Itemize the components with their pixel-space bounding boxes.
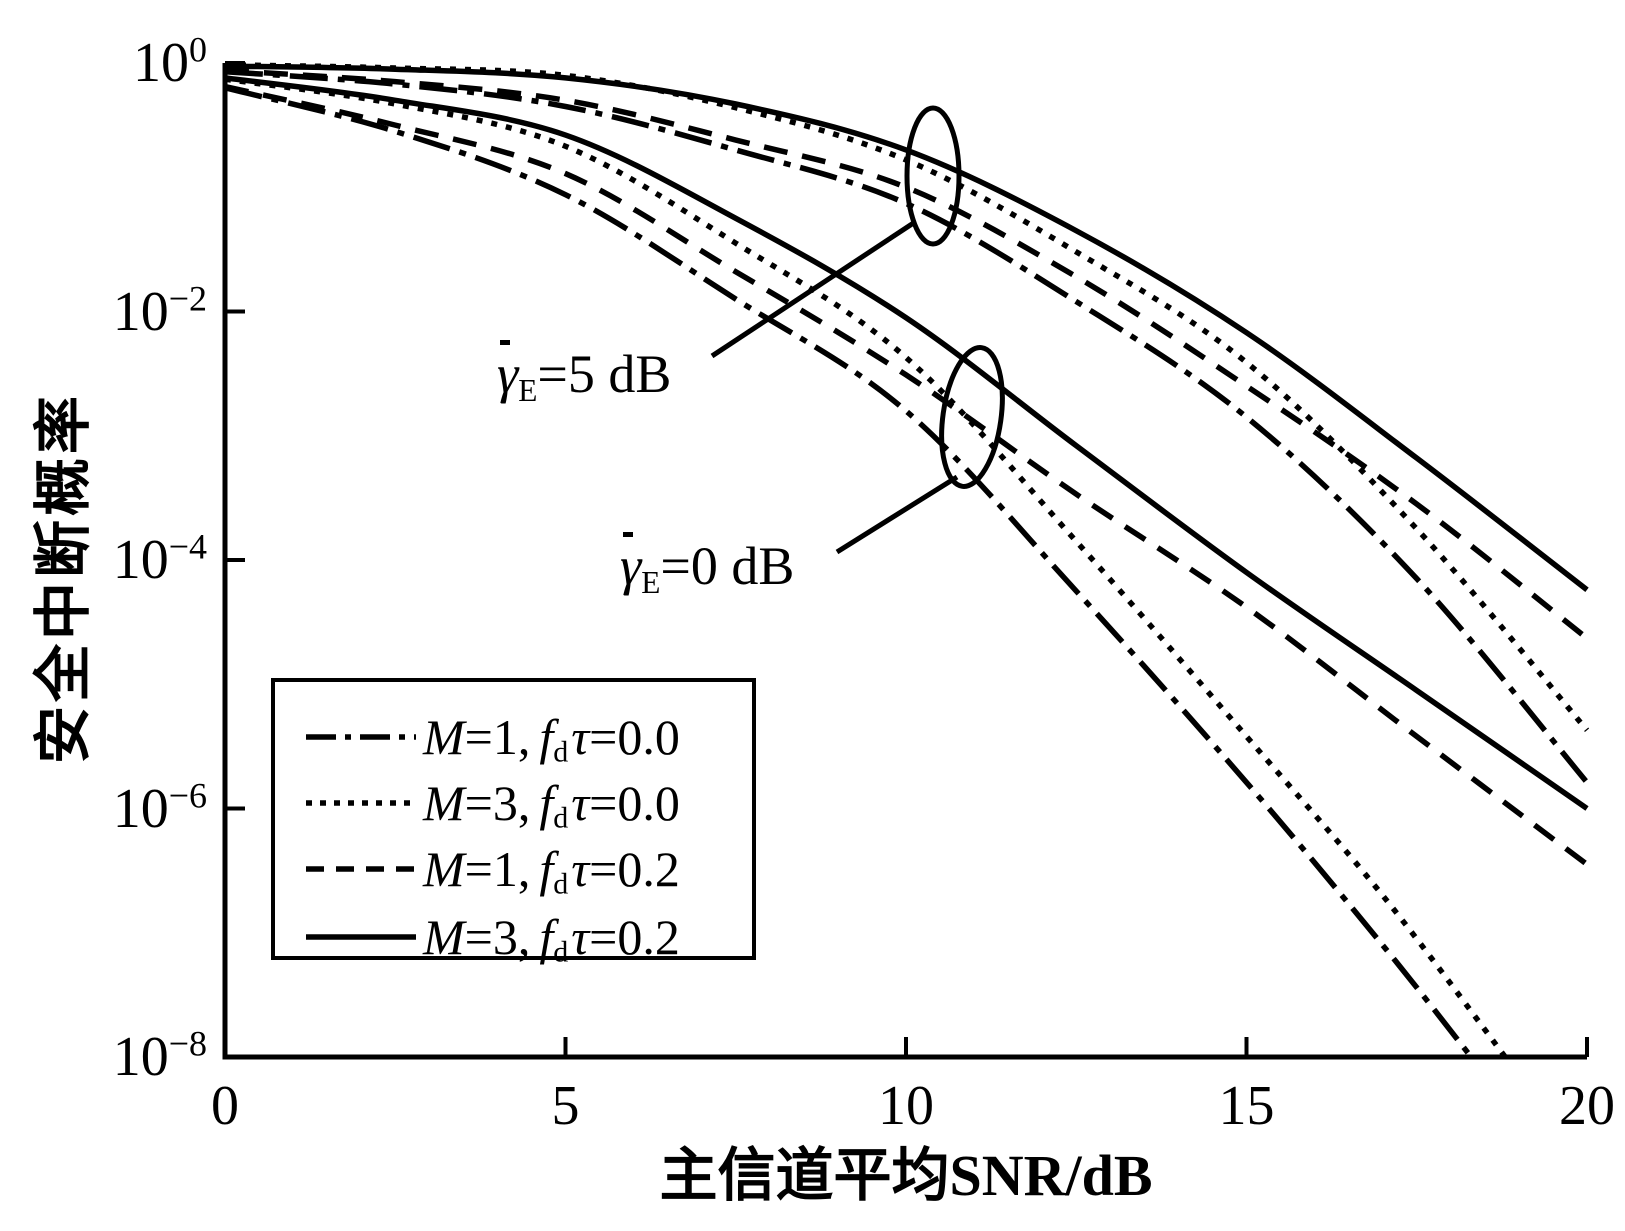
x-axis-title: 主信道平均SNR/dB xyxy=(659,1143,1153,1208)
leader-line-gammaE-5dB xyxy=(710,219,917,359)
legend-text: τ xyxy=(571,709,590,765)
x-tick-label-5: 5 xyxy=(551,1075,580,1137)
legend-text: =3, xyxy=(464,909,531,965)
y-tick-label-10e-2: 10−2 xyxy=(112,277,207,343)
legend-text: τ xyxy=(571,775,590,831)
legend-text: τ xyxy=(571,909,590,965)
legend-text: f xyxy=(539,775,554,831)
curve-m-1-fd-0-2-ge0db xyxy=(225,83,1589,867)
gamma-symbol: γ xyxy=(620,536,642,596)
x-tick-label-20: 20 xyxy=(1559,1075,1615,1137)
legend-text: d xyxy=(553,735,569,769)
curve-m-3-fd-0-0-ge0db xyxy=(225,76,1508,1057)
legend-item-m1-fdt00: M=1, fdτ=0.0 xyxy=(423,709,680,768)
x-tick-label-15: 15 xyxy=(1218,1075,1275,1137)
y-axis-title: 安全中断概率 xyxy=(31,391,96,765)
legend-item-m1-fdt02: M=1, fdτ=0.2 xyxy=(423,841,680,900)
legend-text: d xyxy=(553,801,569,835)
annotation-value: =5 dB xyxy=(537,344,672,404)
curve-m-1-fd-0-0-ge5db xyxy=(225,68,1590,785)
legend-text: =0.0 xyxy=(589,709,680,765)
legend-text: =0.0 xyxy=(589,775,680,831)
gamma-overbar: γ xyxy=(497,340,519,404)
legend-text: d xyxy=(553,867,569,901)
legend-item-m3-fdt02: M=3, fdτ=0.2 xyxy=(423,909,680,968)
legend-text: f xyxy=(539,909,554,965)
legend-text: M xyxy=(423,775,465,831)
legend-text: M xyxy=(423,709,465,765)
legend-text: =1, xyxy=(464,841,531,897)
legend-item-m3-fdt00: M=3, fdτ=0.0 xyxy=(423,775,680,834)
annotation-value: =0 dB xyxy=(660,536,795,596)
legend-text: τ xyxy=(571,841,590,897)
legend-text: M xyxy=(423,841,465,897)
legend-text: =3, xyxy=(464,775,531,831)
curve-m-3-fd-0-2-ge5db xyxy=(225,63,1589,592)
x-tick-label-0: 0 xyxy=(211,1075,239,1137)
legend-box xyxy=(271,678,756,960)
y-tick-label-10e-4: 10−4 xyxy=(112,526,207,591)
legend-text: =0.2 xyxy=(589,841,680,897)
annotation-gammaE-5dB: γE=5 dB xyxy=(497,340,672,406)
gamma-symbol: γ xyxy=(497,344,519,404)
curve-m-3-fd-0-2-ge0db xyxy=(225,75,1589,811)
y-tick-label-10e-8: 10−8 xyxy=(112,1023,207,1088)
y-tick-label-10e-6: 10−6 xyxy=(112,774,207,840)
leader-line-gammaE-0dB xyxy=(835,474,959,555)
curve-m-3-fd-0-0-ge5db xyxy=(225,62,1590,732)
legend-text: f xyxy=(539,841,554,897)
legend-text: M xyxy=(423,909,465,965)
curve-m-1-fd-0-0-ge0db xyxy=(225,85,1474,1057)
y-tick-label-10e0: 100 xyxy=(133,29,207,94)
gamma-subscript: E xyxy=(641,564,661,600)
group-ellipse-gammaE-5dB xyxy=(904,105,962,247)
group-ellipse-gammaE-0dB xyxy=(939,345,1005,489)
x-tick-label-10: 10 xyxy=(878,1075,934,1137)
axis-lines xyxy=(222,63,1587,1060)
gamma-overbar: γ xyxy=(620,532,642,596)
legend-text: d xyxy=(553,935,569,969)
legend-text: =0.2 xyxy=(589,909,680,965)
gamma-subscript: E xyxy=(518,372,538,408)
legend-text: f xyxy=(539,709,554,765)
legend-text: =1, xyxy=(464,709,531,765)
annotation-gammaE-0dB: γE=0 dB xyxy=(620,532,795,598)
